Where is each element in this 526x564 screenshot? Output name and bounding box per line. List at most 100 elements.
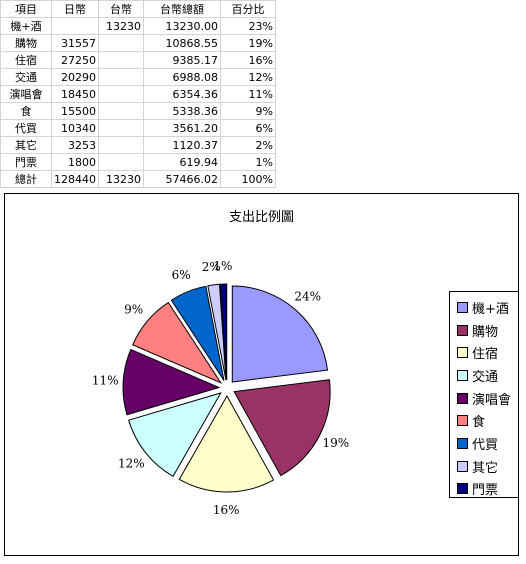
table-row: 代買 10340 3561.20 6%: [0, 119, 276, 137]
pie-slice-8[interactable]: [207, 283, 227, 381]
table-cell[interactable]: 16%: [220, 51, 276, 69]
pie-slice-4[interactable]: [128, 392, 222, 477]
table-cell[interactable]: [98, 136, 144, 154]
table-cell[interactable]: 20290: [51, 68, 99, 86]
legend-swatch: [457, 483, 468, 495]
pie-slice-7[interactable]: [170, 285, 225, 381]
table-cell[interactable]: [98, 119, 144, 137]
legend-item: 交通: [450, 364, 518, 387]
pie-slice-3[interactable]: [178, 394, 275, 493]
table-row: 門票 1800 619.94 1%: [0, 153, 276, 171]
table-cell[interactable]: [98, 34, 144, 52]
legend-label: 食: [472, 415, 486, 431]
table-cell[interactable]: 100%: [220, 170, 276, 188]
table-header-row: 項目 日幣 台幣 台幣總額 百分比: [0, 0, 276, 18]
table-row: 食 15500 5338.36 9%: [0, 102, 276, 120]
table-row: 交通 20290 6988.08 12%: [0, 68, 276, 86]
table-cell[interactable]: 6%: [220, 119, 276, 137]
table-cell[interactable]: 11%: [220, 85, 276, 103]
table-cell[interactable]: 13230: [98, 17, 144, 35]
spreadsheet-table: 項目 日幣 台幣 台幣總額 百分比 機+酒 13230 13230.00 23% 購物 31557 1…: [0, 0, 276, 188]
pie-data-label: 16%: [213, 503, 240, 517]
table-cell[interactable]: 1800: [51, 153, 99, 171]
table-cell[interactable]: 購物: [0, 34, 52, 52]
table-cell[interactable]: 23%: [220, 17, 276, 35]
legend-label: 購物: [472, 324, 499, 340]
pie-data-label: 9%: [124, 302, 143, 316]
table-cell[interactable]: 10340: [51, 119, 99, 137]
table-cell[interactable]: 1%: [220, 153, 276, 171]
legend-item: 其它: [450, 455, 518, 478]
table-cell[interactable]: 項目: [0, 0, 52, 18]
table-cell[interactable]: 128440: [51, 170, 99, 188]
table-cell[interactable]: 日幣: [51, 0, 99, 18]
legend-item: 演唱會: [450, 387, 518, 410]
table-cell[interactable]: 10868.55: [143, 34, 221, 52]
legend-label: 住宿: [472, 347, 499, 363]
pie-plot-area: 24% 19% 16% 12% 11% 9% 6% 2%1%: [92, 259, 349, 517]
table-cell[interactable]: 演唱會: [0, 85, 52, 103]
table-cell[interactable]: [98, 68, 144, 86]
table-cell[interactable]: 門票: [0, 153, 52, 171]
table-cell[interactable]: 其它: [0, 136, 52, 154]
table-cell[interactable]: 27250: [51, 51, 99, 69]
legend-swatch: [457, 369, 468, 381]
table-cell[interactable]: 3253: [51, 136, 99, 154]
table-cell[interactable]: 5338.36: [143, 102, 221, 120]
table-cell[interactable]: 18450: [51, 85, 99, 103]
table-cell[interactable]: 31557: [51, 34, 99, 52]
table-cell[interactable]: 13230.00: [143, 17, 221, 35]
table-cell[interactable]: 台幣: [98, 0, 144, 18]
pie-data-label: 2%: [202, 260, 221, 274]
legend-swatch: [457, 324, 468, 336]
table-cell[interactable]: 1120.37: [143, 136, 221, 154]
table-cell[interactable]: 6988.08: [143, 68, 221, 86]
pie-slice-9[interactable]: [219, 283, 228, 381]
pie-data-label: 24%: [294, 290, 321, 304]
table-cell[interactable]: 總計: [0, 170, 52, 188]
legend-label: 門票: [472, 483, 499, 499]
pie-slice-6[interactable]: [132, 301, 223, 384]
legend-label: 機+酒: [472, 301, 509, 317]
legend-swatch: [457, 437, 468, 449]
table-cell[interactable]: 住宿: [0, 51, 52, 69]
table-cell[interactable]: 2%: [220, 136, 276, 154]
table-cell[interactable]: 交通: [0, 68, 52, 86]
pie-slice-5[interactable]: [122, 348, 221, 416]
table-row: 總計 128440 13230 57466.02 100%: [0, 170, 276, 188]
legend-label: 代買: [472, 437, 499, 453]
table-cell[interactable]: 619.94: [143, 153, 221, 171]
table-cell[interactable]: [98, 153, 144, 171]
legend-swatch: [457, 415, 468, 427]
table-cell[interactable]: [98, 85, 144, 103]
table-cell[interactable]: 代買: [0, 119, 52, 137]
table-cell[interactable]: 9%: [220, 102, 276, 120]
table-cell[interactable]: 機+酒: [0, 17, 52, 35]
table-cell[interactable]: [98, 51, 144, 69]
chart-title: 支出比例圖: [228, 210, 294, 225]
table-cell[interactable]: [98, 102, 144, 120]
chart-legend: 機+酒購物住宿交通演唱會食代買其它門票: [449, 291, 519, 498]
table-cell[interactable]: 3561.20: [143, 119, 221, 137]
table-cell[interactable]: 57466.02: [143, 170, 221, 188]
legend-item: 門票: [450, 478, 518, 501]
pie-data-label: 12%: [118, 457, 145, 471]
table-cell[interactable]: 台幣總額: [143, 0, 221, 18]
pie-data-label: 19%: [322, 436, 349, 450]
table-cell[interactable]: 12%: [220, 68, 276, 86]
table-cell[interactable]: 9385.17: [143, 51, 221, 69]
table-cell[interactable]: 19%: [220, 34, 276, 52]
table-cell[interactable]: 百分比: [220, 0, 276, 18]
pie-slice-2[interactable]: [233, 379, 331, 477]
table-cell[interactable]: 13230: [98, 170, 144, 188]
legend-swatch: [457, 392, 468, 404]
table-cell[interactable]: 食: [0, 102, 52, 120]
pie-data-label: 1%: [213, 259, 232, 273]
table-cell[interactable]: 15500: [51, 102, 99, 120]
legend-item: 購物: [450, 319, 518, 342]
legend-label: 交通: [472, 369, 499, 385]
table-cell[interactable]: 6354.36: [143, 85, 221, 103]
table-cell[interactable]: [51, 17, 99, 35]
pie-slice-1[interactable]: [231, 285, 329, 383]
legend-item: 代買: [450, 432, 518, 455]
